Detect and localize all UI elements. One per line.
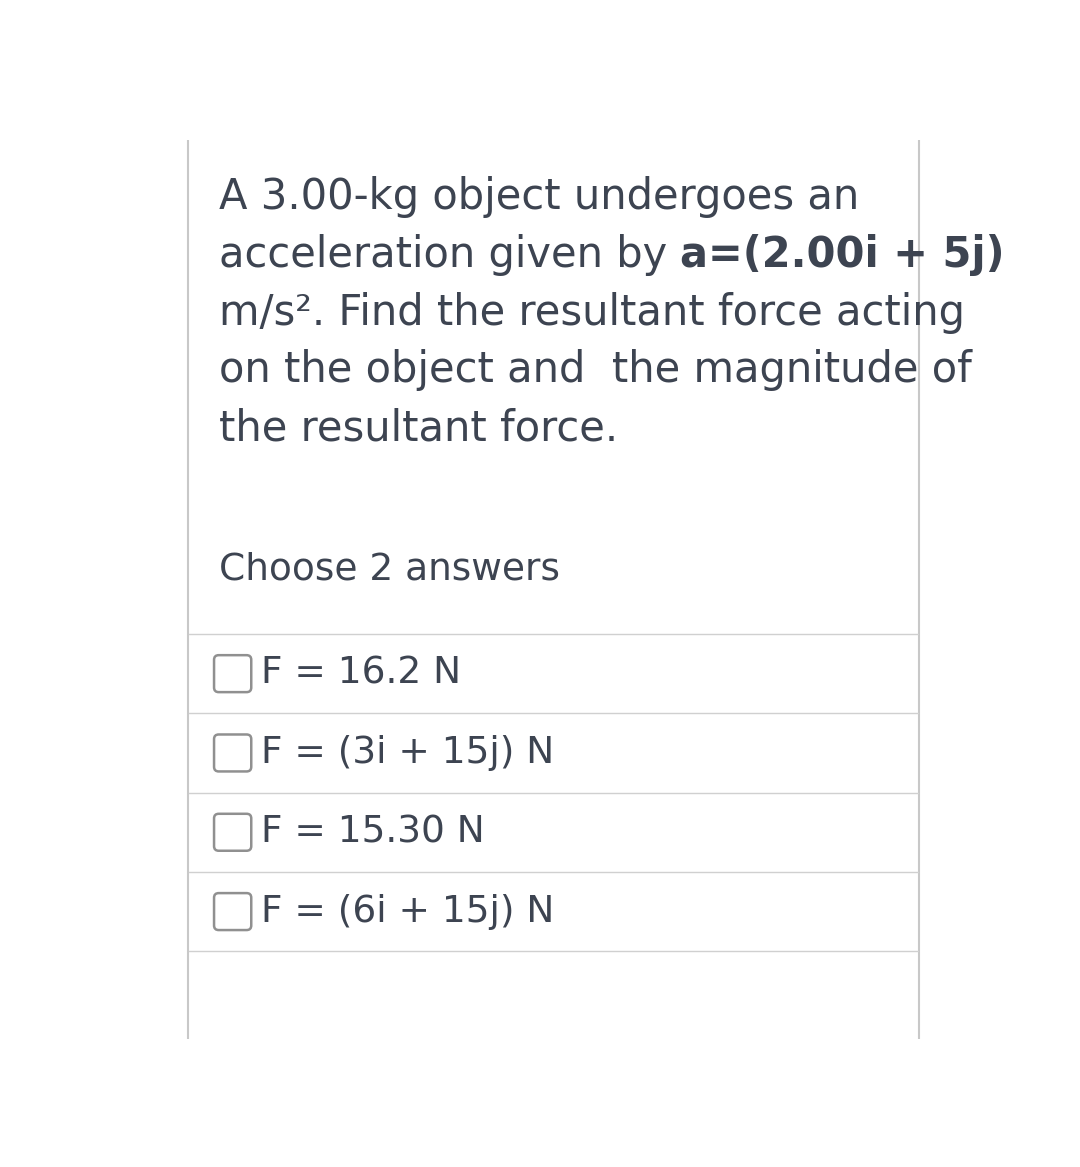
- FancyBboxPatch shape: [214, 813, 252, 851]
- FancyBboxPatch shape: [214, 893, 252, 930]
- FancyBboxPatch shape: [214, 655, 252, 692]
- Text: F = (6i + 15j) N: F = (6i + 15j) N: [260, 894, 554, 930]
- FancyBboxPatch shape: [214, 734, 252, 771]
- Text: Choose 2 answers: Choose 2 answers: [218, 552, 559, 588]
- Text: m/s². Find the resultant force acting: m/s². Find the resultant force acting: [218, 292, 964, 334]
- Text: F = 15.30 N: F = 15.30 N: [260, 815, 484, 851]
- Text: the resultant force.: the resultant force.: [218, 407, 618, 449]
- Text: acceleration given by: acceleration given by: [218, 233, 680, 275]
- Text: F = (3i + 15j) N: F = (3i + 15j) N: [260, 735, 554, 771]
- Text: a=(2.00i + 5j): a=(2.00i + 5j): [680, 233, 1004, 275]
- Text: F = 16.2 N: F = 16.2 N: [260, 656, 461, 692]
- Text: A 3.00-kg object undergoes an: A 3.00-kg object undergoes an: [218, 176, 859, 218]
- Text: on the object and  the magnitude of: on the object and the magnitude of: [218, 349, 972, 391]
